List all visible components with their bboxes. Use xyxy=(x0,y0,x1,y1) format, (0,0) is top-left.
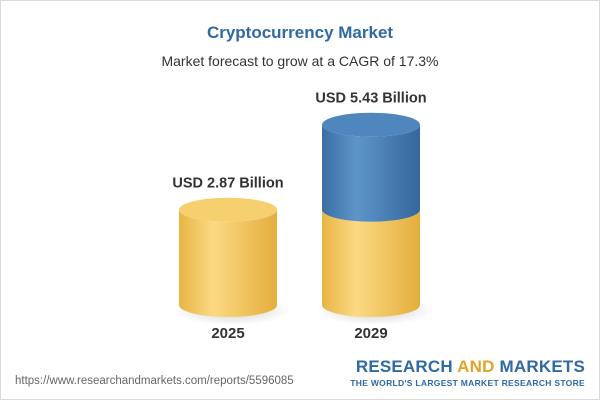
bar-2025 xyxy=(179,197,277,317)
category-label-2029: 2029 xyxy=(354,325,387,342)
brand-logo: RESEARCH AND MARKETS THE WORLD'S LARGEST… xyxy=(350,358,585,389)
brand-word-markets: MARKETS xyxy=(499,357,585,376)
bar-2029-base xyxy=(322,209,420,317)
brand-name: RESEARCH AND MARKETS xyxy=(350,358,585,376)
brand-tagline: THE WORLD'S LARGEST MARKET RESEARCH STOR… xyxy=(350,378,585,388)
chart-subtitle: Market forecast to grow at a CAGR of 17.… xyxy=(161,53,439,69)
bar-2029-growth-top xyxy=(322,112,420,137)
brand-word-and: AND xyxy=(457,357,495,376)
brand-word-research: RESEARCH xyxy=(355,357,453,376)
bar-2029-growth-body xyxy=(322,124,420,222)
bar-2025-top xyxy=(179,197,277,222)
chart-title: Cryptocurrency Market xyxy=(206,23,394,42)
bar-2029-base-body xyxy=(322,209,420,317)
bar-2025-body xyxy=(179,209,277,317)
category-label-2025: 2025 xyxy=(211,325,244,342)
data-label-2025: USD 2.87 Billion xyxy=(172,176,283,192)
data-label-2029: USD 5.43 Billion xyxy=(315,91,426,107)
bar-2029-growth xyxy=(322,112,420,222)
source-url: https://www.researchandmarkets.com/repor… xyxy=(15,375,294,387)
